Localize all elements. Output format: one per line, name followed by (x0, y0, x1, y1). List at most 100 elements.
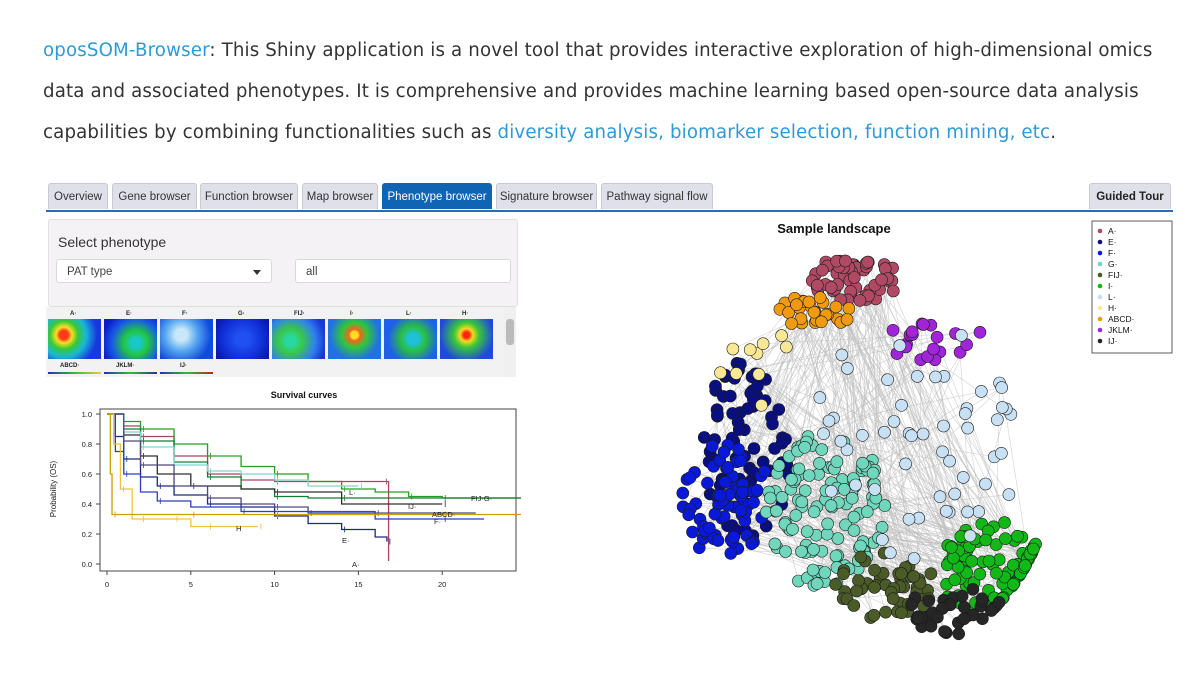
sample-node[interactable] (1011, 529, 1024, 543)
sample-node[interactable] (930, 330, 944, 344)
phenotype-map-tile[interactable] (48, 319, 101, 359)
sample-node[interactable] (770, 504, 783, 518)
sample-node[interactable] (732, 443, 745, 456)
oposSOM-browser-link[interactable]: oposSOM-Browser (43, 40, 210, 61)
sample-node[interactable] (701, 476, 714, 490)
phenotype-map-tile[interactable] (104, 319, 157, 359)
sample-node[interactable] (984, 604, 998, 617)
sample-node[interactable] (848, 271, 861, 284)
sample-node[interactable] (1007, 577, 1020, 591)
sample-node[interactable] (937, 419, 950, 433)
sample-node[interactable] (837, 567, 850, 581)
sample-node[interactable] (982, 554, 996, 568)
sample-node[interactable] (893, 339, 907, 352)
sample-node[interactable] (789, 509, 803, 522)
sample-node[interactable] (979, 477, 992, 491)
sample-node[interactable] (775, 329, 788, 342)
phenotype-map-tile[interactable] (440, 319, 493, 359)
tab-phenotype-browser[interactable]: Phenotype browser (382, 183, 492, 209)
sample-node[interactable] (995, 401, 1009, 414)
sample-node[interactable] (948, 573, 962, 587)
sample-node[interactable] (768, 442, 781, 455)
sample-node[interactable] (916, 427, 930, 441)
sample-node[interactable] (886, 592, 900, 606)
features-link[interactable]: diversity analysis, biomarker selection,… (497, 122, 1051, 143)
sample-node[interactable] (727, 530, 740, 544)
sample-node[interactable] (829, 300, 843, 314)
sample-node[interactable] (856, 429, 869, 442)
tab-map-browser[interactable]: Map browser (302, 183, 378, 209)
sample-node[interactable] (772, 459, 786, 472)
sample-node[interactable] (957, 612, 971, 626)
sample-node[interactable] (847, 524, 861, 537)
sample-node[interactable] (961, 505, 974, 519)
sample-node[interactable] (866, 466, 880, 480)
sample-node[interactable] (755, 399, 768, 412)
sample-node[interactable] (682, 508, 695, 522)
sample-node[interactable] (821, 517, 834, 531)
sample-node[interactable] (835, 348, 849, 362)
sample-node[interactable] (917, 318, 930, 331)
sample-node[interactable] (924, 567, 938, 581)
sample-node[interactable] (764, 491, 777, 505)
sample-node[interactable] (798, 441, 811, 454)
sample-node[interactable] (972, 505, 986, 518)
phenotype-select[interactable]: PAT type (56, 259, 272, 283)
sample-node[interactable] (726, 342, 740, 356)
sample-node[interactable] (990, 566, 1003, 580)
tab-function-browser[interactable]: Function browser (200, 183, 298, 209)
sample-node[interactable] (931, 610, 944, 624)
sample-node[interactable] (927, 342, 940, 356)
sample-node[interactable] (887, 415, 901, 428)
sample-node[interactable] (947, 551, 960, 565)
sample-node[interactable] (734, 454, 747, 467)
sample-node[interactable] (829, 549, 843, 563)
sample-node[interactable] (861, 255, 874, 269)
sample-node[interactable] (924, 619, 938, 633)
sample-node[interactable] (868, 483, 882, 496)
sample-node[interactable] (711, 534, 725, 547)
sample-node[interactable] (856, 456, 869, 470)
sample-node[interactable] (966, 582, 980, 596)
sample-node[interactable] (807, 505, 821, 519)
sample-node[interactable] (955, 589, 969, 603)
sample-node[interactable] (974, 385, 988, 398)
sample-node[interactable] (938, 625, 951, 638)
sample-node[interactable] (813, 391, 827, 404)
sample-node[interactable] (726, 407, 739, 420)
sample-node[interactable] (973, 326, 987, 339)
sample-node[interactable] (790, 298, 803, 311)
sample-node[interactable] (1002, 488, 1016, 501)
sample-node[interactable] (875, 533, 889, 546)
sample-node[interactable] (816, 263, 829, 277)
sample-node[interactable] (766, 417, 779, 431)
sample-node[interactable] (922, 594, 936, 608)
sample-node[interactable] (958, 407, 972, 420)
sample-node[interactable] (721, 460, 735, 474)
sample-node[interactable] (711, 408, 724, 421)
sample-node[interactable] (703, 521, 716, 535)
sample-node[interactable] (714, 366, 727, 379)
sample-node[interactable] (676, 486, 690, 500)
sample-node[interactable] (810, 577, 824, 590)
sample-node[interactable] (975, 592, 989, 606)
tab-signature-browser[interactable]: Signature browser (496, 183, 597, 209)
sample-node[interactable] (785, 473, 798, 486)
sample-node[interactable] (973, 567, 987, 581)
sample-node[interactable] (747, 442, 761, 455)
sample-node[interactable] (1027, 542, 1040, 556)
sample-node[interactable] (724, 389, 737, 403)
sample-node[interactable] (979, 533, 993, 547)
sample-node[interactable] (813, 457, 826, 470)
sample-node[interactable] (802, 469, 816, 482)
sample-node[interactable] (818, 566, 832, 579)
sample-node[interactable] (956, 471, 970, 484)
sample-node[interactable] (745, 537, 758, 551)
sample-node[interactable] (824, 281, 838, 294)
sample-node[interactable] (822, 414, 836, 428)
sample-node[interactable] (854, 550, 868, 564)
guided-tour-button[interactable]: Guided Tour (1089, 183, 1171, 209)
phenotype-filter-input[interactable]: all (295, 259, 511, 283)
sample-node[interactable] (779, 545, 792, 558)
sample-node[interactable] (734, 504, 748, 517)
